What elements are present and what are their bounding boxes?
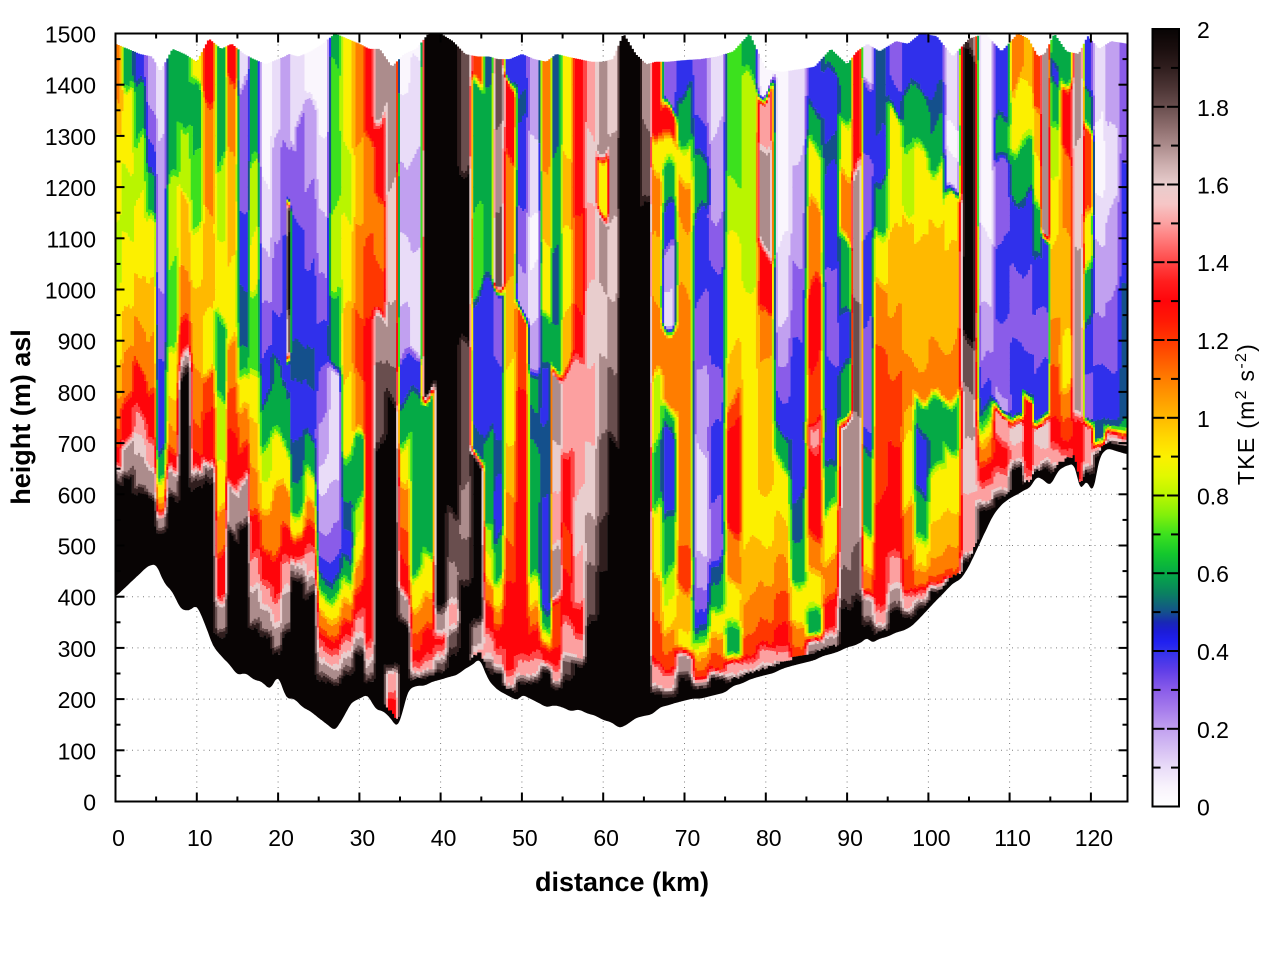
svg-text:10: 10 [187,825,213,851]
svg-text:0: 0 [83,790,96,816]
svg-text:1000: 1000 [45,278,96,304]
svg-text:0.2: 0.2 [1197,717,1229,743]
svg-text:1200: 1200 [45,175,96,201]
svg-text:500: 500 [58,534,96,560]
svg-text:60: 60 [593,825,619,851]
svg-text:1100: 1100 [47,226,96,252]
svg-text:1: 1 [1197,406,1210,432]
svg-text:700: 700 [58,431,96,457]
svg-text:100: 100 [58,738,96,764]
svg-text:1.8: 1.8 [1197,95,1229,121]
svg-text:0.4: 0.4 [1197,639,1229,665]
svg-text:110: 110 [994,825,1031,851]
svg-text:2: 2 [1197,17,1210,43]
svg-text:800: 800 [58,380,96,406]
svg-text:height (m) asl: height (m) asl [6,329,36,505]
svg-text:1.4: 1.4 [1197,250,1229,276]
svg-text:1.2: 1.2 [1197,328,1229,354]
svg-text:100: 100 [912,825,950,851]
svg-text:80: 80 [756,825,782,851]
svg-text:900: 900 [58,329,96,355]
svg-text:30: 30 [350,825,376,851]
svg-text:120: 120 [1075,825,1113,851]
svg-text:0.6: 0.6 [1197,561,1229,587]
svg-text:70: 70 [675,825,701,851]
svg-text:0: 0 [1197,795,1210,821]
svg-text:1500: 1500 [45,22,96,48]
svg-text:200: 200 [58,687,96,713]
svg-text:50: 50 [512,825,538,851]
svg-text:1300: 1300 [45,124,96,150]
svg-text:0: 0 [112,825,125,851]
svg-text:40: 40 [431,825,457,851]
svg-text:0.8: 0.8 [1197,484,1229,510]
svg-text:90: 90 [837,825,863,851]
svg-text:1.6: 1.6 [1197,173,1229,199]
svg-text:distance (km): distance (km) [535,867,709,897]
svg-text:1400: 1400 [45,73,96,99]
svg-text:600: 600 [58,482,96,508]
svg-text:20: 20 [268,825,294,851]
svg-text:400: 400 [58,585,96,611]
svg-text:300: 300 [58,636,96,662]
